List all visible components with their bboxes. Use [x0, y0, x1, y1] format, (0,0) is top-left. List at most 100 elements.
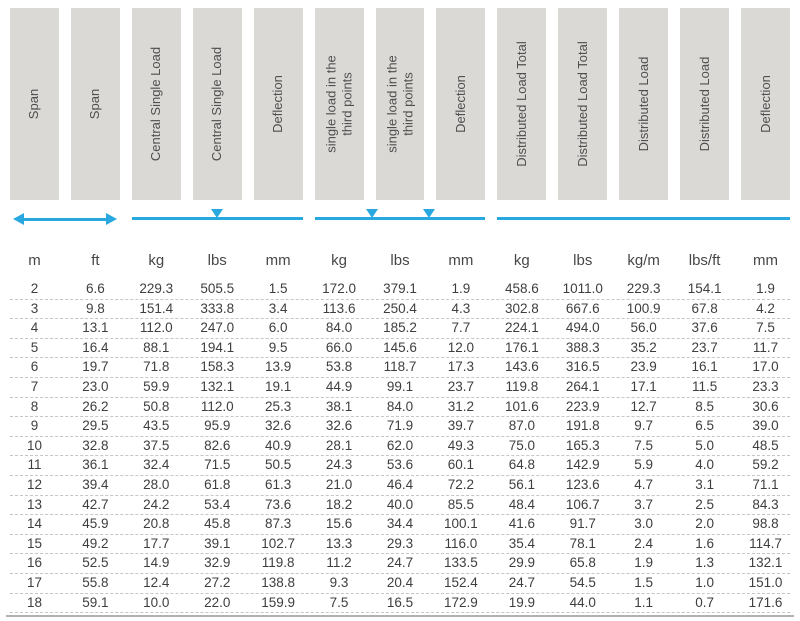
table-cell: 84.3	[752, 496, 779, 512]
table-cell: 11.2	[326, 555, 352, 571]
table-cell: 82.6	[204, 437, 231, 453]
table-cell: 1.5	[634, 574, 654, 590]
column-header-5: Deflection	[253, 8, 303, 200]
table-cell: 223.9	[565, 398, 600, 414]
table-cell: 39.0	[752, 418, 779, 434]
table-row: 16 52.5 14.9 32.9 119.8 11.2 24.7 133.5 29.9 65.8…	[10, 554, 790, 574]
table-cell: 25.3	[265, 398, 292, 414]
table-cell: 37.6	[691, 320, 718, 336]
column-header-label: Distributed Load Total	[514, 41, 530, 167]
table-cell: 1.5	[268, 281, 288, 296]
unit-label-12: lbs/ft	[688, 252, 721, 269]
table-cell: 85.5	[447, 496, 475, 512]
table-cell: 158.3	[200, 359, 235, 375]
table-row: 15 49.2 17.7 39.1 102.7 13.3 29.3 116.0 35.4 78.1…	[10, 535, 790, 555]
header-row: Span Span Central Single Load Central Singl…	[10, 8, 790, 200]
table-cell: 42.7	[82, 496, 109, 512]
table-cell: 4.0	[695, 457, 714, 473]
table-cell: 3.4	[268, 300, 288, 316]
table-cell: 2	[30, 281, 39, 296]
table-row: 18 59.1 10.0 22.0 159.9 7.5 16.5 172.9 19.9 44.0 1…	[10, 594, 790, 614]
table-row: 2 6.6 229.3 505.5 1.5 172.0 379.1 1.9 458.6 1011.…	[10, 280, 790, 300]
table-cell: 154.1	[687, 281, 722, 296]
table-cell: 53.8	[325, 359, 353, 375]
table-cell: 26.2	[82, 398, 109, 414]
table-cell: 165.3	[565, 437, 600, 453]
table-cell: 35.4	[508, 535, 535, 551]
table-cell: 66.0	[325, 339, 353, 355]
table-cell: 45.8	[204, 516, 231, 532]
table-cell: 458.6	[504, 281, 539, 296]
table-cell: 18.2	[325, 496, 353, 512]
table-cell: 88.1	[143, 339, 170, 355]
table-cell: 48.4	[508, 496, 535, 512]
column-header-7: single load in the third points	[375, 8, 425, 200]
table-cell: 73.6	[265, 496, 292, 512]
table-cell: 3.1	[695, 476, 714, 492]
table-cell: 101.6	[504, 398, 539, 414]
table-cell: 9.3	[329, 574, 349, 590]
table-cell: 61.3	[265, 476, 292, 492]
table-cell: 4.2	[756, 300, 775, 316]
table-row: 12 39.4 28.0 61.8 61.3 21.0 46.4 72.2 56.1 123.6 4…	[10, 476, 790, 496]
column-header-3: Central Single Load	[131, 8, 181, 200]
table-cell: 24.7	[386, 555, 414, 571]
table-row: 14 45.9 20.8 45.8 87.3 15.6 34.4 100.1 41.6 91.7 3…	[10, 515, 790, 535]
table-cell: 143.6	[504, 359, 539, 375]
table-cell: 16.4	[82, 339, 109, 355]
table-cell: 1011.0	[562, 281, 603, 296]
table-cell: 4.7	[634, 476, 654, 492]
column-header-12: Distributed Load	[680, 8, 730, 200]
column-header-13: Deflection	[741, 8, 790, 200]
units-row: m ft kg lbs mm kg lbs mm kg lbs kg/m lbs/ft mm	[10, 248, 790, 274]
table-cell: 15.6	[325, 516, 353, 532]
table-cell: 62.0	[386, 437, 414, 453]
column-header-9: Distributed Load Total	[497, 8, 547, 200]
table-cell: 505.5	[200, 281, 235, 296]
table-cell: 32.6	[325, 418, 353, 434]
table-cell: 40.0	[386, 496, 414, 512]
table-cell: 49.3	[447, 437, 475, 453]
table-cell: 16.1	[691, 359, 718, 375]
table-cell: 5.9	[634, 457, 654, 473]
table-cell: 5	[30, 339, 39, 355]
table-cell: 87.0	[508, 418, 535, 434]
table-cell: 20.8	[143, 516, 170, 532]
column-header-label: Deflection	[270, 75, 286, 133]
column-header-11: Distributed Load	[619, 8, 669, 200]
table-cell: 247.0	[200, 320, 235, 336]
table-cell: 8.5	[695, 398, 714, 414]
table-cell: 39.4	[82, 476, 109, 492]
table-cell: 14.9	[143, 555, 170, 571]
table-cell: 7.5	[756, 320, 775, 336]
table-row: 6 19.7 71.8 158.3 13.9 53.8 118.7 17.3 143.6 316.…	[10, 358, 790, 378]
table-cell: 72.2	[447, 476, 475, 492]
table-cell: 30.6	[752, 398, 779, 414]
table-cell: 132.1	[748, 555, 783, 571]
table-cell: 12	[26, 476, 42, 492]
table-cell: 53.4	[204, 496, 231, 512]
table-cell: 39.7	[447, 418, 475, 434]
table-cell: 45.9	[82, 516, 109, 532]
table-cell: 17.7	[143, 535, 170, 551]
table-cell: 40.9	[265, 437, 292, 453]
column-header-label: Distributed Load	[635, 56, 651, 152]
table-cell: 100.1	[444, 516, 478, 532]
table-cell: 27.2	[204, 574, 231, 590]
table-cell: 59.1	[82, 594, 109, 610]
table-cell: 118.7	[383, 359, 417, 375]
table-cell: 1.0	[695, 574, 714, 590]
table-cell: 1.9	[756, 281, 775, 296]
table-row: 10 32.8 37.5 82.6 40.9 28.1 62.0 49.3 75.0 165.3 7…	[10, 437, 790, 457]
table-cell: 7.5	[329, 594, 349, 610]
table-cell: 112.0	[139, 320, 173, 336]
column-header-label: Distributed Load	[696, 56, 712, 152]
table-cell: 23.7	[691, 339, 718, 355]
table-cell: 1.9	[451, 281, 471, 296]
table-cell: 32.9	[204, 555, 231, 571]
column-header-10: Distributed Load Total	[558, 8, 608, 200]
span-double-arrow-icon	[10, 208, 120, 230]
unit-label-1: m	[28, 252, 41, 269]
table-cell: 84.0	[325, 320, 353, 336]
table-cell: 23.7	[447, 378, 475, 394]
